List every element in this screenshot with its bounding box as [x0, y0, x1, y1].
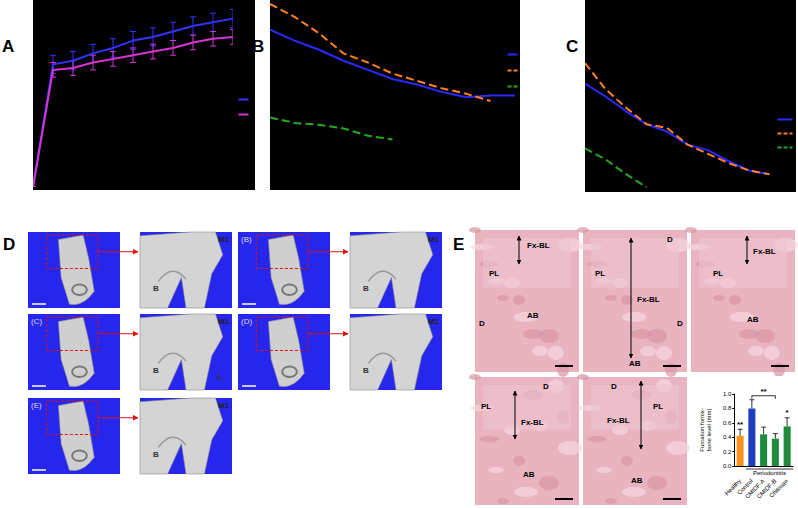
- svg-text:Fx-BL: Fx-BL: [527, 241, 550, 250]
- svg-text:**: **: [737, 420, 744, 429]
- svg-text:Control: Control: [736, 477, 754, 496]
- svg-text:(E): (E): [31, 401, 42, 410]
- svg-text:bone level (mm): bone level (mm): [706, 408, 712, 451]
- svg-text:Fx-BL: Fx-BL: [521, 418, 544, 427]
- svg-text:D: D: [3, 235, 15, 254]
- svg-text:D: D: [479, 319, 485, 328]
- svg-text:Furcation fornix-: Furcation fornix-: [699, 408, 705, 451]
- svg-text:AB: AB: [523, 470, 535, 479]
- svg-text:B: B: [153, 284, 159, 293]
- svg-text:Chitosan: Chitosan: [768, 478, 789, 499]
- svg-text:PL: PL: [713, 269, 723, 278]
- svg-text:0.0: 0.0: [723, 463, 732, 469]
- svg-text:AB: AB: [631, 476, 643, 485]
- svg-text:0.4: 0.4: [723, 434, 732, 440]
- svg-text:0.8: 0.8: [723, 405, 732, 411]
- svg-text:Fx-BL: Fx-BL: [753, 247, 776, 256]
- svg-text:PL: PL: [489, 269, 499, 278]
- svg-text:Fx-BL: Fx-BL: [637, 295, 660, 304]
- svg-text:AB: AB: [629, 359, 641, 368]
- svg-text:B: B: [153, 450, 159, 459]
- svg-text:CMIDF-A: CMIDF-A: [743, 477, 766, 500]
- svg-text:Fx-BL: Fx-BL: [607, 416, 630, 425]
- svg-text:B: B: [153, 366, 159, 375]
- svg-text:M1: M1: [428, 235, 440, 244]
- svg-text:AB: AB: [527, 311, 539, 320]
- svg-text:C: C: [566, 37, 578, 56]
- svg-text:D: D: [667, 235, 673, 244]
- svg-text:B: B: [363, 366, 369, 375]
- svg-text:Healthy: Healthy: [723, 477, 743, 497]
- svg-text:AB: AB: [747, 315, 759, 324]
- svg-text:A: A: [2, 37, 14, 56]
- svg-text:0.6: 0.6: [723, 420, 732, 426]
- svg-text:M1: M1: [218, 401, 230, 410]
- svg-text:PL: PL: [653, 402, 663, 411]
- svg-text:M1: M1: [218, 317, 230, 326]
- svg-text:M1: M1: [218, 235, 230, 244]
- svg-text:L: L: [217, 372, 222, 381]
- svg-text:D: D: [611, 382, 617, 391]
- svg-text:D: D: [677, 319, 683, 328]
- svg-text:E: E: [453, 235, 464, 254]
- svg-text:(C): (C): [31, 317, 42, 326]
- svg-text:B: B: [252, 37, 265, 56]
- svg-text:Periodontitis: Periodontitis: [753, 470, 786, 476]
- svg-text:CMIDF-B: CMIDF-B: [755, 477, 778, 500]
- svg-text:B: B: [363, 284, 369, 293]
- svg-text:**: **: [761, 387, 768, 396]
- svg-text:1.0: 1.0: [723, 391, 732, 397]
- svg-text:PL: PL: [481, 402, 491, 411]
- svg-text:M1: M1: [428, 317, 440, 326]
- svg-text:*: *: [786, 408, 790, 417]
- svg-text:PL: PL: [595, 269, 605, 278]
- svg-text:D: D: [543, 382, 549, 391]
- svg-text:0.2: 0.2: [723, 449, 732, 455]
- svg-text:(B): (B): [241, 235, 252, 244]
- svg-text:(D): (D): [241, 317, 252, 326]
